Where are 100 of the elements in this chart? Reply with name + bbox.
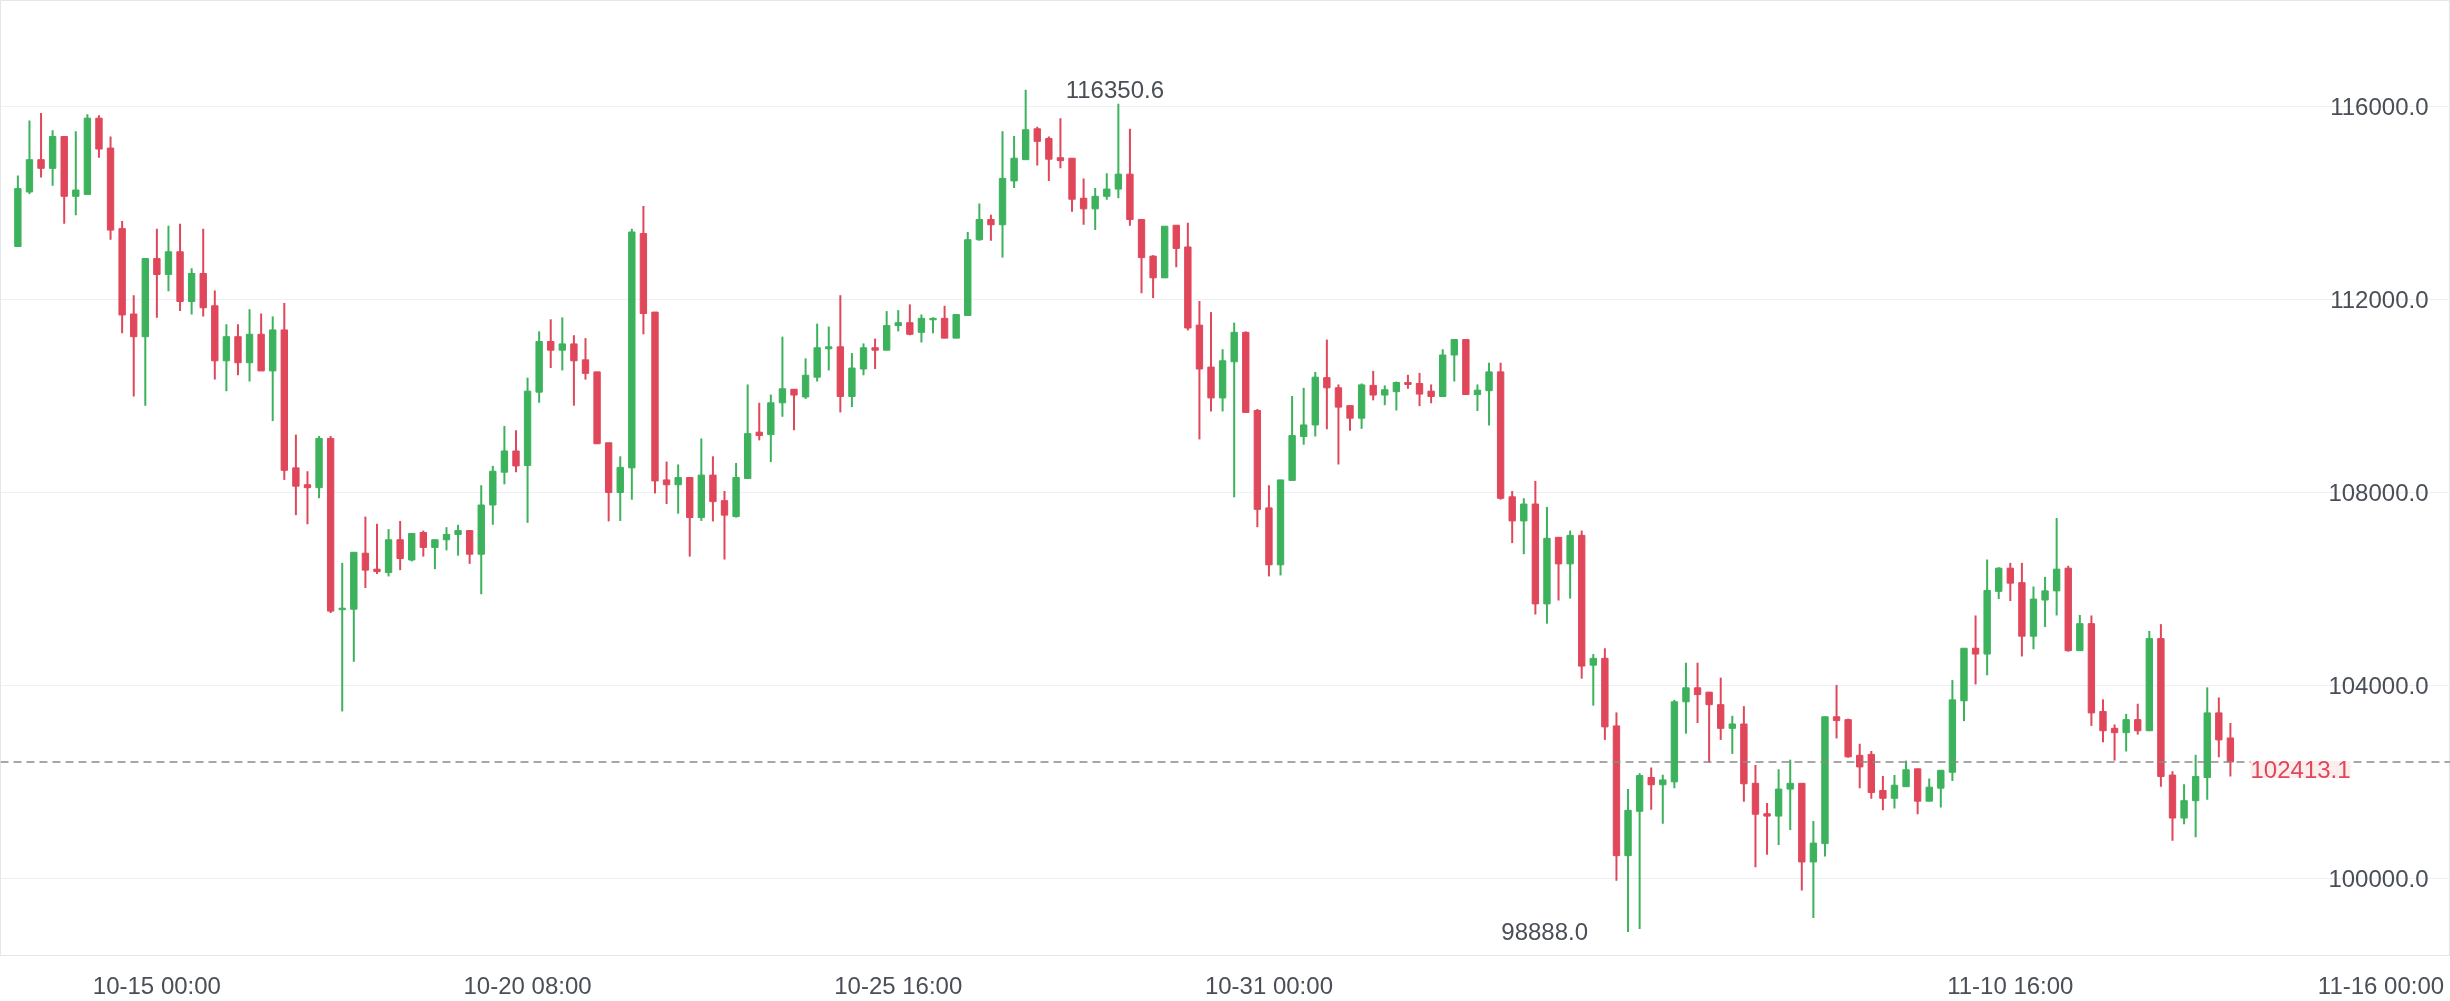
candlestick bbox=[906, 303, 914, 337]
candlestick bbox=[975, 202, 984, 242]
candlestick bbox=[1149, 254, 1157, 300]
candlestick bbox=[987, 213, 995, 242]
candlestick bbox=[1091, 187, 1099, 232]
candlestick bbox=[72, 130, 80, 217]
candlestick bbox=[674, 463, 682, 515]
candlestick bbox=[1520, 497, 1528, 556]
candlestick bbox=[1659, 773, 1667, 825]
candlestick bbox=[1890, 774, 1899, 810]
candlestick bbox=[1045, 135, 1053, 182]
candlestick bbox=[396, 519, 404, 572]
candlestick bbox=[1369, 369, 1377, 402]
y-tick-label: 104000.0 bbox=[2328, 671, 2429, 699]
candlestick bbox=[1103, 172, 1111, 201]
candlestick bbox=[431, 538, 439, 571]
candlestick bbox=[1427, 383, 1435, 405]
candlestick bbox=[1682, 661, 1690, 735]
candlestick bbox=[2041, 575, 2049, 629]
candlestick bbox=[1300, 386, 1308, 446]
candlestick bbox=[2110, 723, 2119, 762]
candlestick bbox=[2134, 702, 2142, 736]
candlestick bbox=[1717, 676, 1725, 741]
candlestick bbox=[952, 313, 960, 340]
candlestick bbox=[790, 388, 798, 432]
candlestick bbox=[2122, 712, 2130, 753]
y-tick-label: 100000.0 bbox=[2328, 864, 2429, 892]
candlestick bbox=[164, 224, 173, 293]
candlestick bbox=[2226, 722, 2235, 778]
candlestick bbox=[442, 526, 451, 552]
candlestick bbox=[917, 313, 926, 344]
candlestick bbox=[1832, 683, 1841, 740]
candlestick bbox=[130, 294, 138, 398]
candlestick bbox=[558, 316, 567, 372]
candlestick bbox=[2180, 783, 2188, 826]
x-tick-label: 11-16 00:00 bbox=[2317, 971, 2445, 999]
candlestick bbox=[1033, 125, 1041, 167]
x-tick-label: 10-20 08:00 bbox=[463, 971, 592, 999]
candlestick bbox=[1334, 383, 1343, 466]
candlestick bbox=[801, 357, 810, 400]
candlestick bbox=[1728, 714, 1736, 755]
candlestick bbox=[338, 561, 346, 713]
ref-line-label: 102413.1 bbox=[2250, 755, 2351, 783]
candlestick bbox=[547, 318, 555, 370]
y-tick-label: 108000.0 bbox=[2328, 478, 2429, 506]
candlestick bbox=[720, 490, 729, 561]
candlestick bbox=[1392, 380, 1401, 412]
candlestick bbox=[1925, 777, 1933, 803]
candlestick bbox=[1056, 117, 1065, 170]
candlestick bbox=[778, 335, 787, 418]
y-tick-label: 112000.0 bbox=[2330, 286, 2429, 314]
candlestick bbox=[37, 111, 45, 179]
candlestick bbox=[1856, 742, 1864, 790]
candlestick bbox=[1346, 404, 1354, 432]
candlestick bbox=[153, 227, 161, 319]
candlestick bbox=[2052, 517, 2061, 617]
candlestick bbox=[1589, 653, 1597, 707]
candlestick bbox=[361, 515, 370, 589]
candlestick bbox=[1879, 775, 1887, 812]
candlestick bbox=[1786, 758, 1794, 832]
candlestick bbox=[1172, 224, 1180, 269]
candlestick bbox=[1647, 766, 1655, 811]
candlestick bbox=[871, 337, 879, 370]
candlestick bbox=[755, 401, 763, 442]
candlestick bbox=[1763, 802, 1771, 856]
candlestick bbox=[292, 433, 300, 517]
candlestick bbox=[2099, 698, 2107, 744]
candlestick bbox=[1415, 371, 1424, 408]
candlestick bbox=[825, 325, 833, 372]
candlestick bbox=[859, 342, 868, 377]
y-tick-label: 116000.0 bbox=[2330, 93, 2429, 121]
candlestick bbox=[894, 309, 902, 333]
candlestick bbox=[581, 337, 590, 381]
x-tick-label: 11-10 16:00 bbox=[1947, 971, 2074, 999]
candlestick bbox=[303, 470, 312, 526]
candlestick bbox=[662, 460, 671, 506]
candlestick bbox=[1010, 135, 1018, 190]
annotation: 98888.0 bbox=[1501, 918, 1589, 946]
candlestick bbox=[465, 529, 474, 565]
candlestick bbox=[1323, 338, 1331, 431]
candlestick bbox=[1079, 177, 1088, 226]
candlestick bbox=[373, 522, 381, 575]
candlestick bbox=[940, 304, 949, 340]
candlestick bbox=[570, 334, 578, 407]
candlestick bbox=[1809, 819, 1818, 919]
candlestick bbox=[1937, 769, 1945, 809]
candlestick bbox=[1114, 102, 1123, 200]
candlestick bbox=[2006, 561, 2014, 602]
candlestick bbox=[1995, 566, 2003, 601]
candlestick bbox=[1450, 338, 1458, 383]
candlestick bbox=[1705, 691, 1713, 764]
candlestick bbox=[454, 523, 462, 557]
candlestick bbox=[512, 429, 520, 474]
annotation: 116350.6 bbox=[1065, 76, 1165, 104]
x-tick-label: 10-25 16:00 bbox=[834, 971, 963, 999]
candlestick bbox=[1971, 614, 1980, 686]
candlestick bbox=[419, 529, 427, 558]
candlestick bbox=[1473, 383, 1482, 412]
x-tick-label: 10-31 00:00 bbox=[1204, 971, 1333, 999]
candlestick bbox=[1693, 661, 1702, 725]
